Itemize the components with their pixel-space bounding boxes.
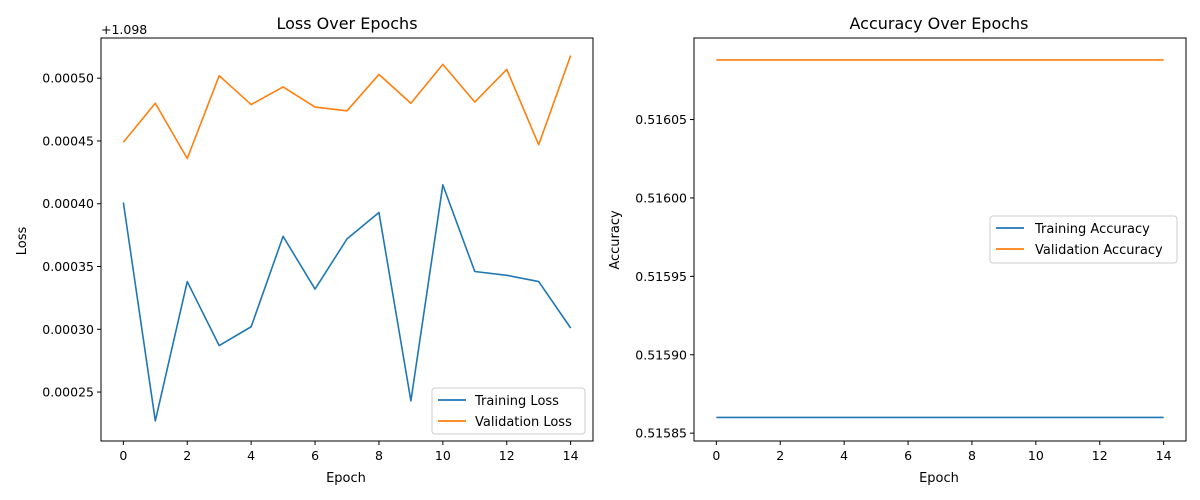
accuracy-y-tick-label: 0.51605 — [635, 112, 687, 127]
loss-y-tick-label: 0.00035 — [42, 259, 94, 274]
loss-y-tick-label: 0.00045 — [42, 133, 94, 148]
accuracy-x-tick-label: 14 — [1156, 448, 1172, 463]
accuracy-x-axis-label: Epoch — [919, 471, 959, 486]
accuracy-x-tick-label: 2 — [776, 448, 784, 463]
loss-x-tick-label: 4 — [247, 448, 255, 463]
loss-x-tick-label: 6 — [311, 448, 319, 463]
accuracy-legend-label-training: Training Accuracy — [1034, 222, 1150, 237]
accuracy-x-tick-label: 8 — [968, 448, 976, 463]
loss-x-axis-label: Epoch — [326, 471, 366, 486]
loss-y-offset-label: +1.098 — [101, 22, 147, 37]
accuracy-y-tick-label: 0.51595 — [635, 269, 687, 284]
loss-series-training-loss-line — [122, 184, 572, 422]
loss-y-tick-label: 0.00050 — [42, 71, 94, 86]
loss-x-tick-label: 10 — [435, 448, 451, 463]
loss-y-tick-label: 0.00025 — [42, 385, 94, 400]
loss-series-lines — [122, 55, 572, 422]
loss-x-tick-label: 12 — [499, 448, 515, 463]
accuracy-x-tick-label: 0 — [712, 448, 720, 463]
loss-legend: Training Loss Validation Loss — [431, 387, 586, 435]
loss-y-axis-label: Loss — [15, 227, 30, 256]
loss-chart-panel: Loss Over Epochs Epoch Loss +1.098 0 2 4 6 8… — [15, 14, 594, 486]
loss-plot-frame — [100, 37, 594, 442]
loss-legend-label-training: Training Loss — [474, 394, 559, 409]
accuracy-y-tick-label: 0.51585 — [635, 426, 687, 441]
accuracy-y-tick-label: 0.51600 — [635, 190, 687, 205]
loss-chart-title: Loss Over Epochs — [276, 14, 417, 33]
loss-x-tick-label: 8 — [375, 448, 383, 463]
loss-y-tick-label: 0.00030 — [42, 322, 94, 337]
accuracy-chart-panel: Accuracy Over Epochs Epoch Accuracy 0 2 4 6… — [608, 14, 1187, 486]
accuracy-plot-frame — [693, 37, 1187, 442]
loss-x-tick-label: 0 — [119, 448, 127, 463]
accuracy-x-tick-label: 4 — [840, 448, 848, 463]
accuracy-axis-ticks: 0 2 4 6 8 10 12 14 0.51585 0.51590 0.51595 0.51600 0… — [635, 112, 1171, 463]
loss-x-tick-label: 2 — [183, 448, 191, 463]
loss-axis-ticks: 0 2 4 6 8 10 12 14 0.00025 0.00030 0.00035 0.00040 0… — [42, 71, 578, 463]
accuracy-x-tick-label: 12 — [1092, 448, 1108, 463]
loss-legend-box — [431, 387, 586, 435]
accuracy-y-axis-label: Accuracy — [608, 210, 623, 270]
accuracy-legend-box — [989, 215, 1178, 264]
accuracy-x-tick-label: 6 — [904, 448, 912, 463]
loss-y-tick-label: 0.00040 — [42, 196, 94, 211]
accuracy-x-tick-label: 10 — [1028, 448, 1044, 463]
accuracy-legend: Training Accuracy Validation Accuracy — [989, 215, 1178, 264]
loss-series-validation-loss-line — [122, 55, 572, 160]
accuracy-chart-title: Accuracy Over Epochs — [849, 14, 1028, 33]
loss-x-tick-label: 14 — [563, 448, 579, 463]
loss-legend-label-validation: Validation Loss — [475, 415, 572, 430]
accuracy-series-lines — [716, 59, 1164, 419]
accuracy-y-tick-label: 0.51590 — [635, 347, 687, 362]
accuracy-legend-label-validation: Validation Accuracy — [1035, 243, 1163, 258]
